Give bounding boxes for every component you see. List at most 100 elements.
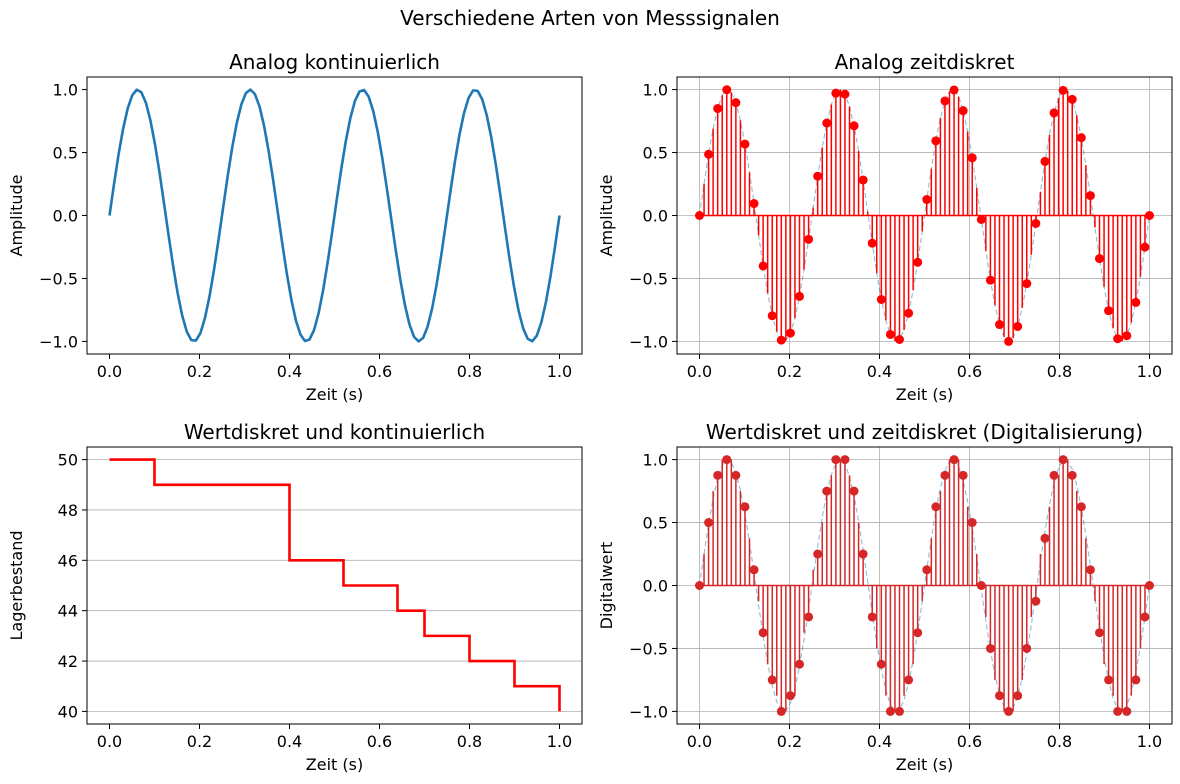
x-tick-label: 0.0 [97,732,122,751]
stem-marker [995,691,1004,701]
y-tick-label: 0.5 [53,144,78,163]
stem-marker [949,455,959,465]
y-tick-label: 48 [58,501,78,520]
x-tick-label: 1.0 [1137,362,1162,381]
stem-marker [1058,85,1068,95]
stem-marker [985,275,995,285]
series-step [109,458,561,712]
y-tick-label: −1.0 [39,332,78,351]
y-tick-label: −0.5 [39,269,78,288]
stem-marker [722,85,732,95]
stem-marker [1067,470,1077,480]
stem-marker [858,175,868,185]
x-tick-label: 1.0 [547,362,572,381]
x-tick-label: 1.0 [1137,732,1162,751]
figure-suptitle: Verschiedene Arten von Messsignalen [400,6,780,30]
stem-marker [967,518,977,528]
stem-marker [1031,596,1041,606]
y-tick-label: −1.0 [629,702,668,721]
stem-marker [1076,502,1086,512]
stem-marker [1145,581,1154,590]
stem-marker [731,470,741,480]
x-tick-label: 0.4 [867,362,892,381]
stem-marker [1131,297,1141,307]
stem-marker [1013,321,1023,331]
stem-marker [1049,108,1059,118]
x-tick-label: 0.8 [457,732,482,751]
stem-marker [940,96,950,106]
stem-series [695,85,1154,346]
stem-marker [695,211,704,220]
stem-marker [822,486,832,496]
subplot-3: 0.0 0.2 0.4 0.6 0.8 1.0 40 42 44 46 48 50 Wertdiskre… [7,420,583,774]
y-tick-label: 0.0 [53,207,78,226]
stem-marker [1131,675,1141,685]
x-axis-label: Zeit (s) [306,755,363,774]
stem-marker [1095,628,1104,638]
stem-marker [704,149,714,159]
stem-marker [913,628,923,638]
y-tick-label: 0.0 [643,207,668,226]
subplot-title: Analog zeitdiskret [835,50,1015,74]
y-tick-label: 1.0 [643,81,668,100]
stem-marker [1013,691,1023,701]
stem-marker [876,294,886,304]
y-tick-label: 42 [58,652,78,671]
y-axis-label: Digitalwert [597,542,616,630]
y-tick-label: 46 [58,551,78,570]
stem-marker [1113,334,1123,344]
stem-marker [885,329,895,339]
stem-marker [767,675,777,685]
stem-marker [713,104,723,114]
stem-marker [1022,643,1032,653]
stem-marker [785,328,795,338]
stem-marker [704,518,714,528]
stem-marker [1004,706,1014,716]
stem-marker [958,106,968,116]
x-tick-label: 0.6 [367,732,392,751]
stem-marker [985,643,995,653]
stem-marker [876,659,886,669]
subplot-2: 0.0 0.2 0.4 0.6 0.8 1.0 −1.0 −0.5 0.0 0.5 1.0 Analo… [597,50,1173,404]
stem-marker [858,549,868,559]
stem-marker [967,153,977,163]
stem-marker [940,470,950,480]
subplot-4: 0.0 0.2 0.4 0.6 0.8 1.0 −1.0 −0.5 0.0 0.5 1.0 Wertd… [597,420,1173,774]
x-tick-label: 0.0 [97,362,122,381]
stem-marker [795,291,804,301]
plot-area [695,455,1154,716]
y-tick-label: −1.0 [629,332,668,351]
stem-marker [1145,211,1154,220]
y-tick-label: 0.5 [643,144,668,163]
x-tick-label: 0.4 [277,362,302,381]
stem-marker [695,581,704,590]
stem-marker [922,565,932,575]
x-tick-label: 0.6 [957,362,982,381]
stem-marker [1049,470,1059,480]
stem-marker [913,257,923,267]
x-axis-label: Zeit (s) [306,385,363,404]
x-tick-label: 0.8 [457,362,482,381]
stem-marker [958,470,968,480]
stem-marker [1085,191,1095,201]
stem-marker [813,549,823,559]
stem-marker [749,199,759,209]
stem-marker [804,234,814,244]
stem-marker [740,139,750,149]
stem-marker [1031,218,1041,228]
x-tick-label: 0.6 [957,732,982,751]
y-tick-label: 1.0 [643,451,668,470]
stem-marker [840,89,850,99]
stem-marker [922,195,932,205]
stem-marker [849,486,859,496]
stem-marker [904,308,914,318]
x-tick-label: 0.4 [277,732,302,751]
stem-marker [840,455,850,465]
stem-marker [1040,156,1050,166]
stem-marker [867,612,877,622]
stem-marker [1076,133,1086,143]
y-axis-label: Lagerbestand [7,530,26,640]
stem-marker [1085,565,1095,575]
stem-marker [1140,242,1150,252]
